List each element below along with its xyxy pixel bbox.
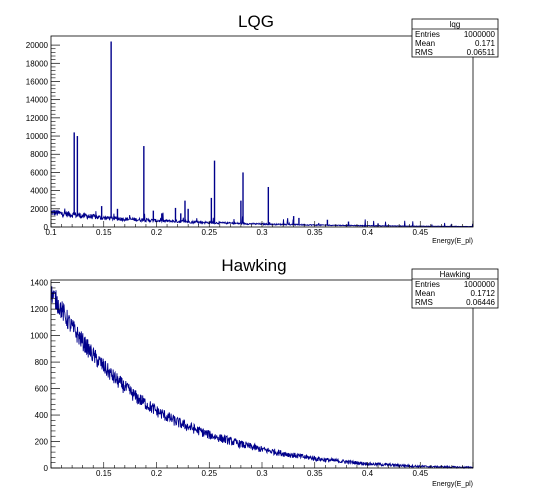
x-tick-label: 0.2 — [151, 469, 163, 478]
lqg-stats-name: lqg — [450, 20, 461, 29]
x-tick-label: 0.25 — [201, 228, 217, 237]
lqg-stats-entries: 1000000 — [464, 30, 496, 39]
hawking-stats-rms-label: RMS — [415, 298, 433, 307]
hawking-stats-mean: 0.1712 — [471, 289, 496, 298]
lqg-stats-entries-label: Entries — [415, 30, 440, 39]
y-tick-label: 1000 — [30, 332, 48, 341]
hawking-histogram-line — [50, 286, 474, 470]
y-tick-label: 200 — [35, 438, 49, 447]
y-tick-label: 6000 — [30, 168, 48, 177]
x-tick-label: 0.3 — [256, 469, 268, 478]
y-tick-label: 12000 — [26, 114, 49, 123]
y-tick-label: 4000 — [30, 187, 48, 196]
lqg-stats-box: lqg Entries 1000000 Mean 0.171 RMS 0.065… — [411, 18, 499, 58]
x-tick-label: 0.3 — [256, 228, 268, 237]
hawking-chart: Hawking 0 200 400 600 800 1000 1200 1400 0.15 0.… — [30, 256, 499, 488]
hawking-title: Hawking — [221, 256, 286, 275]
lqg-stats-mean: 0.171 — [475, 39, 496, 48]
hawking-stats-rms: 0.06446 — [466, 298, 495, 307]
hawking-stats-mean-label: Mean — [415, 289, 435, 298]
y-tick-label: 400 — [35, 411, 49, 420]
x-tick-label: 0.4 — [362, 469, 374, 478]
hawking-stats-entries-label: Entries — [415, 280, 440, 289]
x-tick-label: 0.45 — [412, 228, 428, 237]
x-tick-label: 0.15 — [96, 228, 112, 237]
y-tick-label: 18000 — [26, 59, 49, 68]
x-tick-label: 0.2 — [151, 228, 163, 237]
y-tick-label: 0 — [44, 464, 49, 473]
y-tick-label: 800 — [35, 358, 49, 367]
lqg-chart: LQG 0 2000 4000 6000 8000 10000 12000 14000 1600… — [26, 12, 499, 245]
y-tick-label: 14000 — [26, 96, 49, 105]
hawking-stats-entries: 1000000 — [464, 280, 496, 289]
x-tick-label: 0.25 — [201, 469, 217, 478]
y-tick-label: 8000 — [30, 150, 48, 159]
x-tick-label: 0.1 — [45, 228, 57, 237]
y-tick-label: 10000 — [26, 132, 49, 141]
lqg-x-axis-label: Energy(E_pl) — [432, 238, 473, 245]
y-tick-label: 0 — [44, 223, 49, 232]
hawking-stats-name: Hawking — [440, 270, 471, 279]
y-tick-label: 1400 — [30, 279, 48, 288]
lqg-title: LQG — [238, 12, 274, 31]
y-tick-label: 1200 — [30, 305, 48, 314]
y-tick-label: 16000 — [26, 77, 49, 86]
lqg-stats-rms-label: RMS — [415, 48, 433, 57]
lqg-frame — [50, 35, 474, 228]
x-tick-label: 0.45 — [412, 469, 428, 478]
y-tick-label: 2000 — [30, 205, 48, 214]
x-tick-label: 0.35 — [307, 469, 323, 478]
lqg-stats-mean-label: Mean — [415, 39, 435, 48]
lqg-stats-rms: 0.06511 — [467, 48, 496, 57]
hawking-stats-box: Hawking Entries 1000000 Mean 0.1712 RMS … — [411, 268, 499, 309]
hawking-x-axis-label: Energy(E_pl) — [432, 481, 473, 488]
y-tick-label: 600 — [35, 385, 49, 394]
x-tick-label: 0.15 — [96, 469, 112, 478]
x-tick-label: 0.35 — [307, 228, 323, 237]
x-tick-label: 0.4 — [362, 228, 374, 237]
y-tick-label: 20000 — [26, 41, 49, 50]
